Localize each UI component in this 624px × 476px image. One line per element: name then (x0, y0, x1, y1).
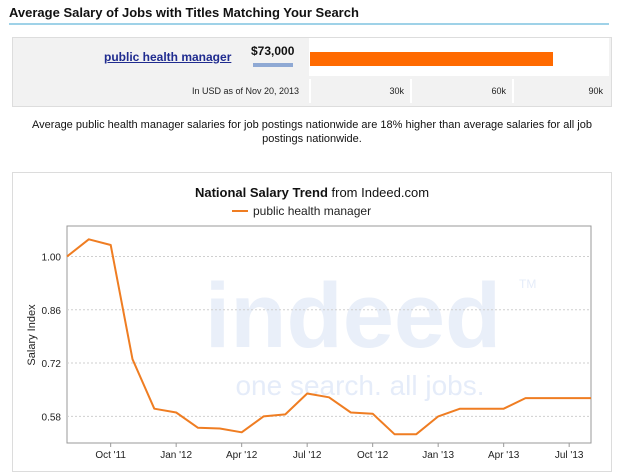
scale-tick-30k: 30k (309, 79, 410, 103)
y-tick-label: 1.00 (42, 252, 62, 263)
salary-bar (310, 52, 554, 66)
currency-note: In USD as of Nov 20, 2013 (13, 79, 309, 103)
y-tick-label: 0.86 (42, 306, 62, 317)
chart-title: National Salary Trend from Indeed.com (195, 185, 429, 200)
x-tick-label: Jul '12 (293, 450, 322, 461)
indeed-watermark-logo: indeed (205, 265, 501, 367)
x-tick-label: Jan '13 (422, 450, 454, 461)
x-tick-label: Jul '13 (555, 450, 584, 461)
legend-label: public health manager (253, 204, 371, 218)
plot-area: 1.00 0.86 0.72 0.58 Oct '11 Jan '12 Apr '12 Jul… (42, 225, 592, 461)
page-title: Average Salary of Jobs with Titles Match… (9, 4, 609, 25)
x-tick-label: Oct '12 (357, 450, 389, 461)
y-axis-label: Salary Index (26, 304, 38, 366)
chart-title-rest: from Indeed.com (328, 185, 429, 200)
scale-tick-60k: 60k (410, 79, 512, 103)
chart-svg: indeed TM one search. all jobs. National… (26, 185, 592, 461)
x-tick-label: Apr '12 (226, 450, 258, 461)
salary-value: $73,000 (251, 44, 295, 58)
salary-trend-chart: indeed TM one search. all jobs. National… (12, 172, 612, 472)
x-tick-label: Jan '12 (160, 450, 192, 461)
watermark-tm: TM (519, 277, 536, 291)
series-line-public-health-manager (66, 238, 591, 436)
job-title-link[interactable]: public health manager (104, 50, 232, 64)
salary-underline (253, 63, 293, 67)
chart-title-bold: National Salary Trend (195, 185, 328, 200)
y-tick-label: 0.58 (42, 412, 62, 423)
plot-frame (66, 225, 592, 444)
x-tick-label: Apr '13 (488, 450, 520, 461)
comparison-note: Average public health manager salaries f… (32, 119, 592, 145)
watermark-tagline: one search. all jobs. (235, 370, 484, 401)
scale-tick-90k: 90k (512, 79, 609, 103)
y-tick-label: 0.72 (42, 359, 62, 370)
x-tick-label: Oct '11 (95, 450, 126, 461)
